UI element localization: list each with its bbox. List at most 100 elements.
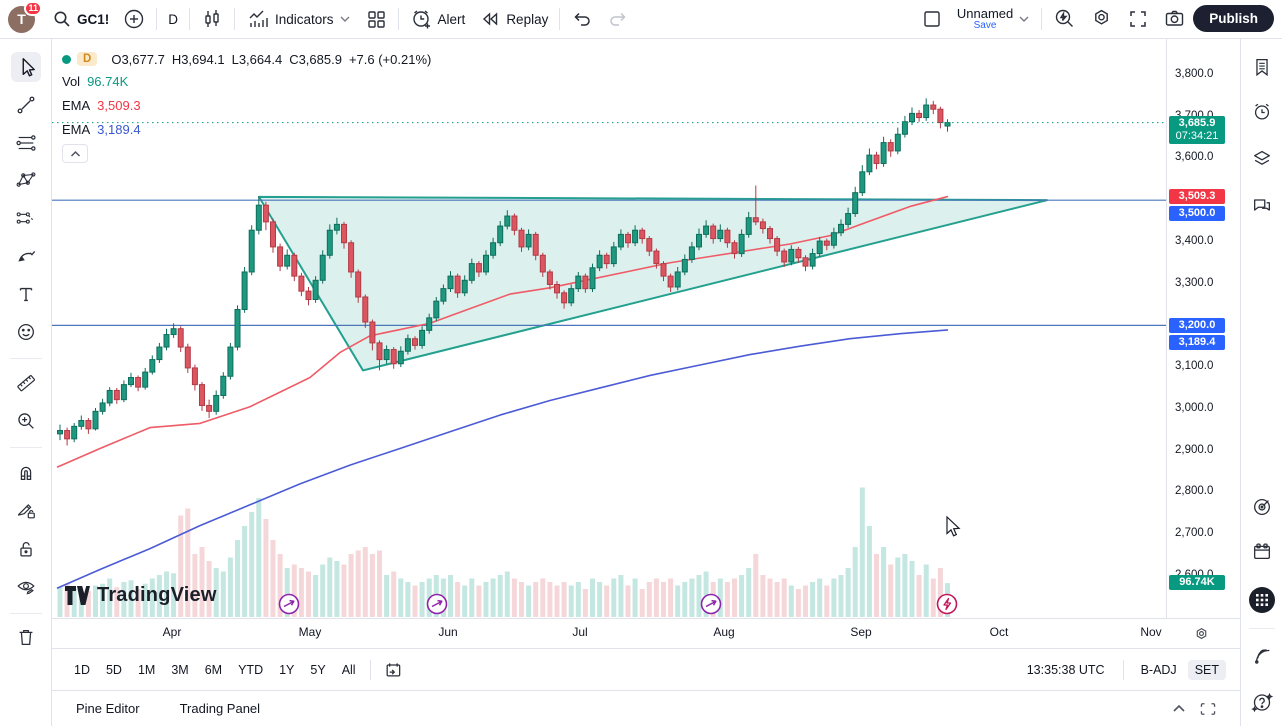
symbol-search[interactable]: GC1! <box>45 5 116 33</box>
price-tick: 3,300.0 <box>1175 276 1214 289</box>
divider <box>1249 628 1275 629</box>
signal-icon[interactable] <box>1247 641 1277 671</box>
symbol-status-dot[interactable] <box>62 54 71 64</box>
layers-icon[interactable] <box>1247 143 1277 173</box>
notification-badge: 11 <box>24 0 42 16</box>
replay-button[interactable]: Replay <box>472 4 555 34</box>
apps-grid-icon[interactable] <box>1247 585 1277 615</box>
range-button-1m[interactable]: 1M <box>137 662 156 677</box>
fullscreen-button[interactable] <box>1120 4 1156 34</box>
candlestick-series <box>57 98 951 446</box>
tab-trading-panel[interactable]: Trading Panel <box>179 701 261 716</box>
alert-button[interactable]: Alert <box>403 4 473 35</box>
session-toggle[interactable]: SET <box>1187 659 1226 680</box>
indicator-legend-row[interactable]: EMA 3,189.4 <box>62 121 141 137</box>
magnet-tool[interactable] <box>11 457 41 487</box>
indicator-legend-row[interactable]: Vol 96.74K <box>62 73 129 89</box>
redo-button[interactable] <box>600 4 636 34</box>
time-axis-label: May <box>298 625 322 639</box>
panel-expand-chevron-icon[interactable] <box>1172 704 1186 713</box>
fib-lines-tool[interactable] <box>11 128 41 158</box>
help-icon[interactable] <box>1247 687 1277 717</box>
range-button-all[interactable]: All <box>341 662 356 677</box>
trend-line-tool[interactable] <box>11 90 41 120</box>
time-axis[interactable]: Apr May Jun Jul Aug Sep Oct Nov <box>52 618 1240 648</box>
settings-button[interactable] <box>1083 3 1120 34</box>
interval-button[interactable]: D <box>161 8 185 31</box>
timezone-settings-icon[interactable] <box>1193 626 1210 643</box>
brush-tool[interactable] <box>11 241 41 271</box>
go-to-date-icon[interactable] <box>377 660 409 680</box>
range-button-6m[interactable]: 6M <box>204 662 223 677</box>
timeline-event-icon[interactable] <box>278 593 300 615</box>
ruler-tool[interactable] <box>11 368 41 398</box>
compare-add-button[interactable] <box>116 4 152 34</box>
ema-fast-line[interactable] <box>56 195 949 468</box>
top-toolbar: T 11 GC1! D Indicators <box>0 0 1282 39</box>
adjustment-toggle[interactable]: B-ADJ <box>1140 662 1177 677</box>
time-axis-label: Oct <box>989 625 1009 639</box>
indicators-button[interactable]: Indicators <box>239 3 358 35</box>
clock[interactable]: 13:35:38 UTC <box>1026 662 1105 677</box>
time-axis-label: Sep <box>850 625 872 639</box>
indicator-legend-row[interactable]: EMA 3,509.3 <box>62 97 141 113</box>
calendar-icon[interactable] <box>1247 536 1277 566</box>
lock-tool[interactable] <box>11 534 41 564</box>
legend-collapse-button[interactable] <box>62 144 88 163</box>
price-axis-badge: 3,509.3 <box>1169 189 1225 204</box>
zoom-in-tool[interactable] <box>11 406 41 436</box>
chart-style-button[interactable] <box>194 4 230 34</box>
screenshot-button[interactable] <box>1156 3 1193 34</box>
bottom-panel: Pine Editor Trading Panel <box>52 690 1240 726</box>
save-link[interactable]: Save <box>973 19 997 31</box>
timeline-event-icon[interactable] <box>936 593 958 615</box>
price-tick: 2,900.0 <box>1175 443 1214 456</box>
drawing-lock-tool[interactable] <box>11 495 41 525</box>
layout-name-save[interactable]: Unnamed Save <box>950 3 1037 35</box>
grid-layout-icon <box>365 8 387 30</box>
undo-button[interactable] <box>564 4 600 34</box>
price-tick: 3,800.0 <box>1175 68 1214 80</box>
price-axis-badge: 3,685.9 07:34:21 <box>1169 115 1225 144</box>
timeline-event-icon[interactable] <box>426 593 448 615</box>
price-axis[interactable]: 3,800.03,700.03,600.03,400.03,300.03,100… <box>1166 39 1240 618</box>
hide-drawings-tool[interactable] <box>11 572 41 602</box>
time-axis-label: Jul <box>572 625 588 639</box>
range-button-3m[interactable]: 3M <box>171 662 189 677</box>
publish-button[interactable]: Publish <box>1193 5 1274 33</box>
panel-maximize-icon[interactable] <box>1200 702 1216 716</box>
radar-icon[interactable] <box>1247 492 1277 522</box>
range-button-5d[interactable]: 5D <box>105 662 122 677</box>
projection-tool[interactable] <box>11 203 41 233</box>
range-button-1d[interactable]: 1D <box>74 662 90 677</box>
tradingview-watermark: TradingView <box>64 584 217 607</box>
divider <box>397 8 399 30</box>
price-tick: 3,100.0 <box>1175 360 1214 373</box>
templates-button[interactable] <box>358 4 394 34</box>
divider <box>559 8 561 30</box>
avatar[interactable]: T 11 <box>8 0 42 33</box>
range-button-1y[interactable]: 1Y <box>279 662 295 677</box>
pattern-tool[interactable] <box>11 165 41 195</box>
emoji-tool[interactable] <box>11 317 41 347</box>
watchlist-icon[interactable] <box>1247 52 1277 82</box>
divider <box>1041 7 1043 30</box>
chat-icon[interactable] <box>1247 190 1277 220</box>
alerts-clock-icon[interactable] <box>1247 97 1277 127</box>
range-button-5y[interactable]: 5Y <box>310 662 326 677</box>
quick-search-button[interactable] <box>1046 3 1083 34</box>
tab-pine-editor[interactable]: Pine Editor <box>76 701 140 716</box>
mouse-cursor <box>946 515 961 537</box>
timeline-event-icon[interactable] <box>700 593 722 615</box>
cursor-tool[interactable] <box>11 52 41 82</box>
ema-slow-line[interactable] <box>56 329 949 589</box>
trash-tool[interactable] <box>11 622 41 652</box>
chart-canvas[interactable] <box>52 39 1166 618</box>
range-button-ytd[interactable]: YTD <box>238 662 264 677</box>
symbol-legend-row[interactable]: D O3,677.7 H3,694.1 L3,664.4 C3,685.9 +7.6 (… <box>62 49 431 69</box>
layout-button[interactable] <box>914 4 950 34</box>
divider <box>10 358 42 359</box>
right-sidebar <box>1240 39 1282 726</box>
text-tool[interactable] <box>11 279 41 309</box>
triangle-drawing[interactable] <box>258 195 1048 372</box>
